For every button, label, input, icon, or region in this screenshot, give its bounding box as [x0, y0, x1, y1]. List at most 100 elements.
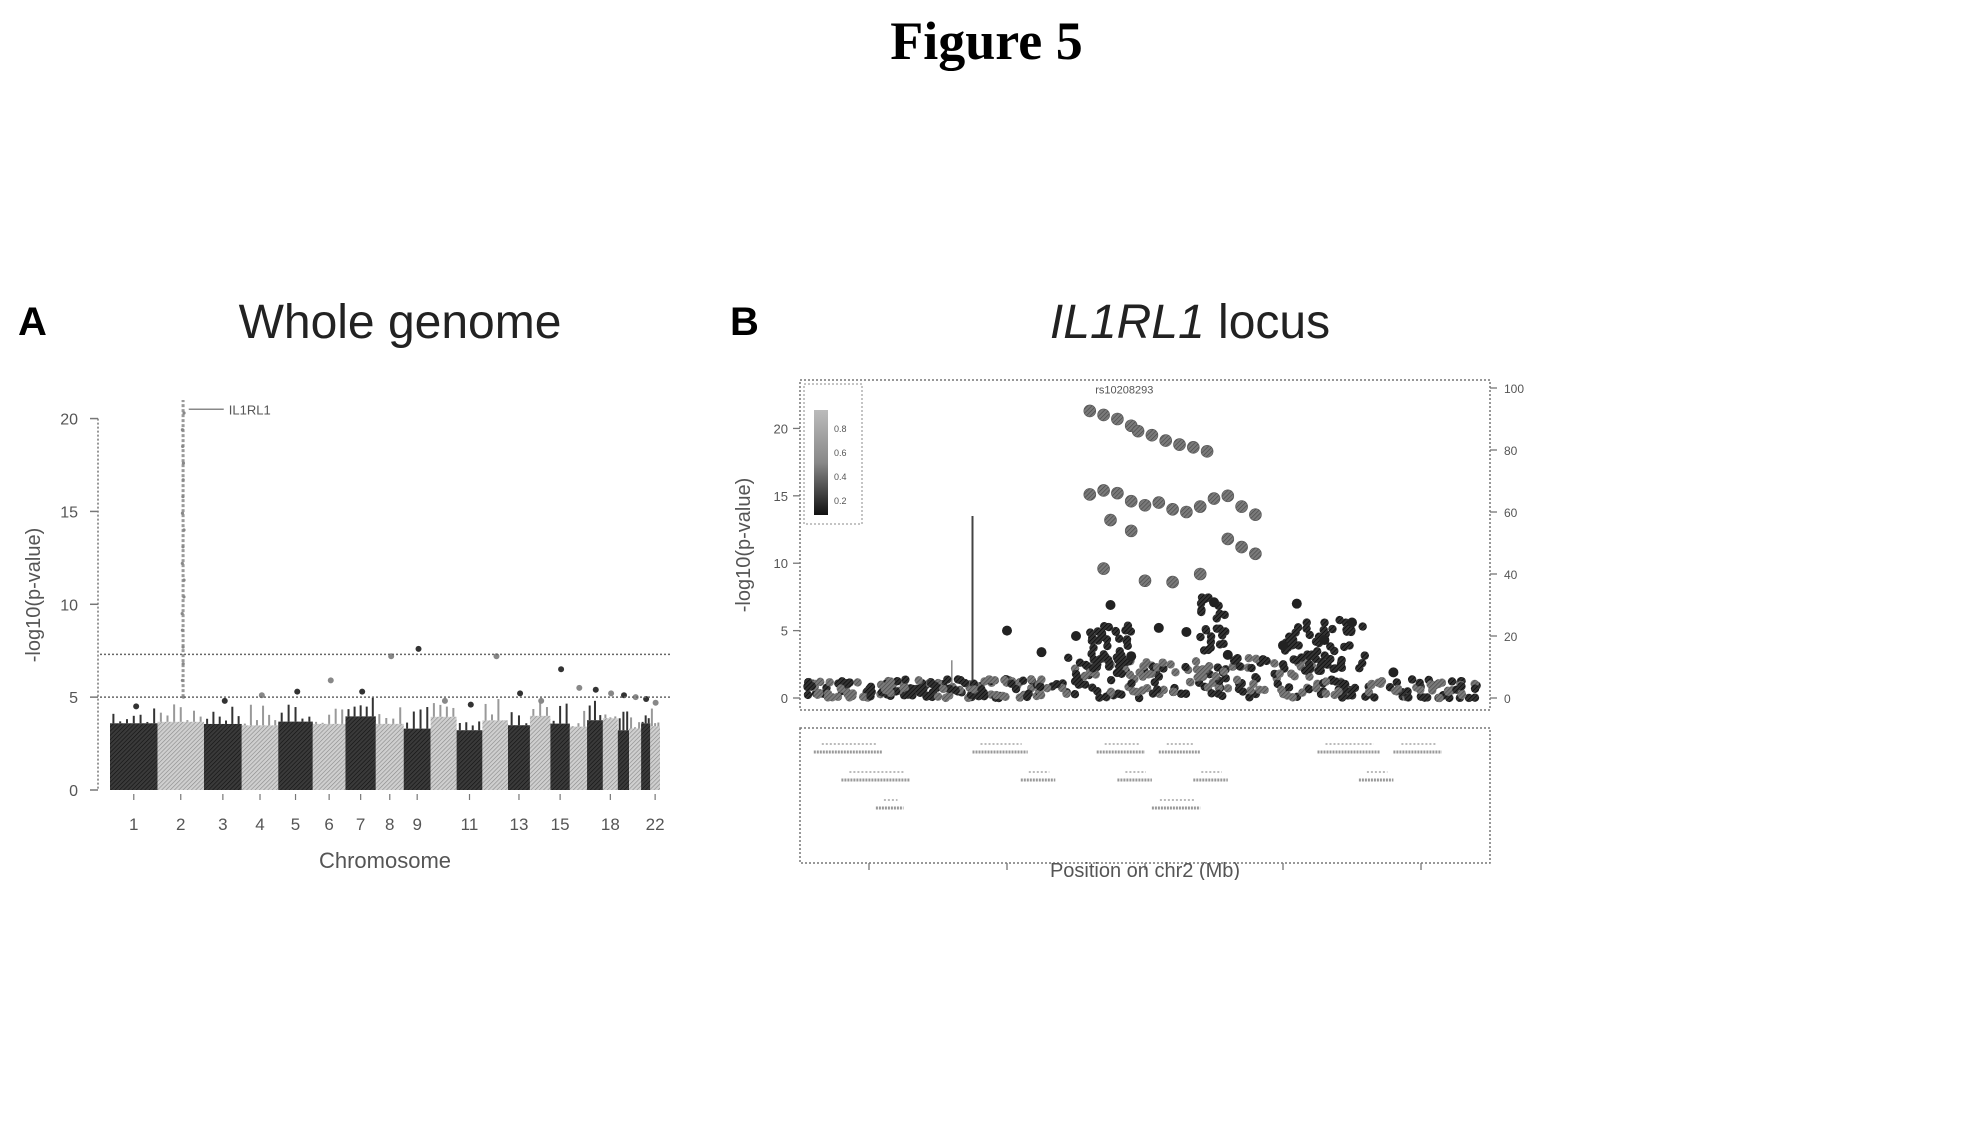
snp-background-point — [813, 690, 822, 699]
snp-cluster-point — [1305, 652, 1314, 661]
snp-point — [1083, 488, 1097, 501]
snp-background-point — [1042, 683, 1052, 693]
snp-background-point — [1435, 693, 1444, 703]
snp-cluster-point — [1196, 599, 1206, 608]
snp-background-point — [1132, 687, 1141, 697]
panel-a-title: Whole genome — [220, 295, 580, 350]
snp-point — [1124, 494, 1138, 508]
x-tick-label: 1 — [129, 815, 138, 834]
snp-background-point — [1075, 658, 1085, 667]
snp-background-point — [1249, 679, 1258, 689]
y-tick-label: 10 — [60, 597, 78, 614]
peak-point-2 — [181, 645, 185, 649]
snp-background-point — [1000, 675, 1009, 685]
snp-point — [1152, 496, 1166, 509]
snp-background-point — [933, 692, 943, 701]
y-axis-label: -log10(p-value) — [23, 528, 45, 663]
chromosome-block-5 — [278, 721, 313, 790]
snp-background-point — [803, 690, 813, 700]
snp-cluster-point — [1215, 624, 1224, 633]
snp-background-point — [1426, 680, 1435, 689]
y2-tick-label: 40 — [1504, 568, 1518, 582]
snp-background-point — [1027, 675, 1036, 684]
snp-cluster-point — [1337, 663, 1347, 673]
snp-background-point — [893, 676, 902, 686]
chromosome-block-13 — [507, 725, 530, 790]
snp-point — [1278, 640, 1288, 651]
y-tick-label: 5 — [781, 624, 788, 639]
snp-background-point — [1338, 679, 1347, 688]
snp-background-point — [1392, 678, 1402, 687]
snp-cluster-point — [1346, 627, 1356, 637]
snp-cluster-point — [1111, 627, 1121, 636]
snp-cluster-point — [1086, 628, 1095, 637]
snp-background-point — [866, 692, 875, 701]
snp-background-point — [816, 677, 825, 687]
snp-cluster-point — [1219, 639, 1228, 648]
snp-background-point — [1223, 684, 1233, 693]
snp-point — [1105, 600, 1116, 610]
chromosome-block-8 — [375, 723, 404, 790]
y-tick-label: 0 — [69, 783, 78, 800]
genes-track-frame — [799, 727, 1491, 864]
snp-background-point — [1193, 673, 1202, 682]
snp-background-point — [1284, 683, 1294, 692]
chromosome-peak-10 — [441, 697, 448, 704]
chromosome-block-20 — [629, 728, 642, 790]
chromosome-peak-5 — [294, 688, 301, 695]
snp-cluster-point — [1294, 641, 1303, 650]
peak-point-2 — [180, 511, 185, 515]
snp-cluster-point — [1355, 663, 1364, 673]
snp-background-point — [1270, 659, 1279, 668]
snp-background-point — [1219, 667, 1229, 676]
snp-background-point — [970, 685, 979, 694]
x-axis-label: Position on chr2 (Mb) — [1050, 860, 1240, 880]
snp-background-point — [1437, 678, 1447, 687]
ld-legend-label: 0.6 — [834, 448, 847, 458]
snp-background-point — [1321, 689, 1331, 698]
snp-point — [1002, 625, 1012, 636]
snp-cluster-point — [1305, 630, 1314, 640]
snp-background-point — [1185, 677, 1195, 687]
snp-background-point — [886, 688, 895, 697]
snp-cluster-point — [1093, 627, 1102, 636]
chromosome-block-15 — [550, 723, 570, 790]
peak-point-2 — [180, 428, 185, 432]
snp-background-point — [807, 681, 817, 691]
peak-point-2 — [181, 494, 185, 499]
chromosome-peak-9 — [415, 645, 422, 652]
ld-legend-label: 0.2 — [834, 496, 847, 506]
snp-point — [1166, 503, 1179, 516]
peak-point-2 — [180, 628, 185, 632]
x-tick-label: 2 — [176, 815, 185, 834]
snp-point — [1097, 408, 1110, 422]
panel-a-title-main: Whole genome — [238, 296, 562, 349]
snp-point — [1235, 540, 1248, 554]
snp-cluster-point — [1114, 634, 1124, 643]
peak-point-2 — [181, 695, 186, 699]
snp-background-point — [1166, 660, 1175, 669]
snp-background-point — [1154, 672, 1164, 681]
snp-background-point — [977, 685, 986, 694]
panel-b-title-italic: IL1RL1 — [1049, 296, 1205, 349]
chromosome-peak-7 — [359, 688, 366, 695]
peak-point-2 — [181, 662, 185, 666]
snp-point — [1036, 647, 1047, 658]
snp-point — [1186, 441, 1200, 454]
snp-background-point — [1416, 685, 1425, 695]
peak-point-2 — [180, 611, 184, 616]
snp-background-point — [1255, 685, 1264, 694]
snp-point — [1207, 492, 1221, 505]
snp-point — [1319, 635, 1330, 646]
chromosome-peak-3 — [221, 697, 228, 704]
snp-background-point — [1192, 665, 1202, 674]
snp-background-point — [1127, 679, 1136, 688]
snp-cluster-point — [1360, 651, 1369, 660]
x-axis-label: Chromosome — [319, 848, 451, 873]
snp-cluster-point — [1206, 637, 1216, 646]
x-tick-label: 5 — [291, 815, 300, 834]
chromosome-peak-14 — [538, 697, 545, 704]
y2-tick-label: 60 — [1504, 506, 1518, 520]
snp-background-point — [853, 678, 862, 687]
peak-point-2 — [182, 528, 186, 532]
